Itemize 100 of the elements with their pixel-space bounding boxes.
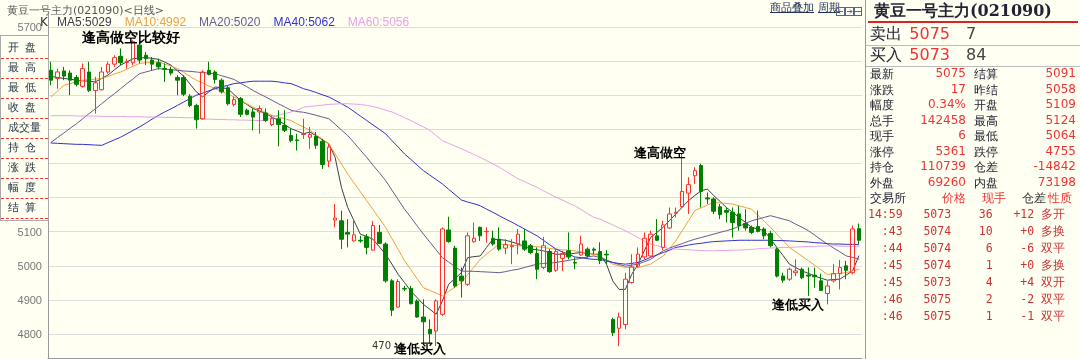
- annotation: 470: [372, 340, 392, 351]
- candlestick: [667, 206, 672, 230]
- candlestick: [611, 317, 615, 337]
- candlestick: [87, 61, 91, 93]
- text: :46 5075 1 -1 双平: [880, 309, 1066, 324]
- candlestick: [207, 61, 211, 76]
- text: 交易所 价格 现手 仓差 性质: [870, 191, 1072, 205]
- text: :45 5073 4 +4 双开: [880, 275, 1066, 290]
- text: 开盘: [1, 38, 48, 59]
- candlestick: [800, 267, 804, 280]
- candlestick: [831, 263, 836, 284]
- candlestick: [371, 220, 375, 252]
- candlestick: [150, 56, 154, 71]
- candlestick: [428, 318, 432, 344]
- candlestick: [573, 256, 577, 270]
- candlestick: [282, 109, 287, 133]
- candlestick: [491, 230, 495, 247]
- candlestick: [333, 203, 337, 228]
- text: MA40:5062: [273, 15, 336, 29]
- candlestick: [162, 62, 167, 83]
- text: 总手 142458 最高 5124: [870, 112, 1076, 128]
- candlestick: [55, 68, 60, 90]
- candlestick: [219, 77, 224, 94]
- candlestick: [74, 74, 79, 87]
- candlestick: [352, 218, 356, 243]
- candlestick: [465, 231, 470, 287]
- candlestick: [535, 246, 539, 280]
- chart-title: 黄豆一号主力(021090)<日线>: [7, 4, 165, 17]
- candlestick: [118, 47, 123, 66]
- text: MA5:5029: [57, 15, 113, 29]
- candlestick: [402, 285, 407, 292]
- candlestick: [453, 245, 457, 289]
- text: 最低: [1, 78, 48, 99]
- candlestick: [592, 246, 596, 255]
- candlestick: [825, 280, 830, 305]
- candlestick: [579, 235, 583, 257]
- text: 持仓 110739 仓差 -14842: [870, 159, 1076, 174]
- text: 涨跌: [1, 158, 48, 179]
- candlestick: [270, 114, 274, 127]
- candlestick: [718, 203, 722, 220]
- line-series: [50, 103, 860, 252]
- text: 现手 6 最低 5064: [870, 128, 1076, 143]
- text: 成交量: [1, 118, 48, 139]
- candlestick: [440, 226, 445, 317]
- text: :45 5074 1 +0 多换: [880, 258, 1066, 273]
- candlestick: [390, 278, 394, 317]
- text: MA20:5020: [199, 15, 261, 29]
- text: 涨跌 17 昨结 5058: [870, 81, 1076, 97]
- candlestick: [781, 272, 785, 284]
- candlestick: [686, 176, 691, 215]
- candlestick: [516, 228, 520, 255]
- candlestick: [661, 220, 665, 251]
- candlestick: [693, 166, 697, 185]
- candlestick: [674, 206, 678, 218]
- candlestick: [459, 267, 464, 299]
- candlestick: [289, 128, 293, 143]
- y-tick-label: 4900: [17, 293, 42, 306]
- text: MA10:4992: [124, 15, 187, 29]
- candlestick: [850, 225, 855, 275]
- candlestick: [604, 249, 609, 265]
- text: :43 5074 10 +0 多换: [880, 224, 1066, 239]
- text: 幅度: [1, 178, 48, 199]
- candlestick: [125, 58, 129, 70]
- candlestick: [585, 246, 590, 259]
- candlestick: [737, 205, 741, 232]
- candlestick: [238, 96, 243, 118]
- candlestick: [156, 58, 161, 71]
- candlestick: [699, 163, 703, 208]
- candlestick: [497, 226, 501, 252]
- text: 外盘 69260 内盘 73198: [870, 174, 1076, 190]
- candlestick: [819, 273, 823, 292]
- candlestick: [409, 285, 413, 305]
- text: 结算: [1, 198, 48, 219]
- candlestick: [446, 216, 451, 244]
- candlestick: [560, 250, 565, 272]
- candlestick: [314, 131, 318, 150]
- text: MA60:5056: [347, 15, 410, 29]
- candlestick: [301, 118, 306, 140]
- y-tick-label: 5700: [17, 20, 42, 33]
- candlestick: [636, 246, 640, 269]
- annotation: 逢低买入: [772, 296, 824, 314]
- candlestick: [510, 238, 514, 265]
- candlestick: [68, 69, 72, 96]
- text: 收盘: [1, 98, 48, 119]
- candlestick: [144, 51, 148, 66]
- candlestick: [775, 246, 779, 278]
- annotation: 逢高做空比较好: [82, 29, 180, 47]
- candlestick: [308, 126, 312, 150]
- y-tick-label: 5100: [17, 225, 42, 238]
- candlestick: [478, 226, 482, 242]
- candlestick: [503, 238, 508, 255]
- candlestick: [245, 108, 249, 116]
- candlestick: [598, 241, 602, 265]
- candlestick: [762, 226, 766, 240]
- candlestick: [617, 312, 621, 347]
- candlestick: [232, 96, 236, 107]
- candlestick: [541, 236, 546, 270]
- candlestick: [188, 93, 192, 108]
- text: 14:59 5073 36 +12 多开: [868, 207, 1066, 222]
- candlestick: [200, 69, 205, 121]
